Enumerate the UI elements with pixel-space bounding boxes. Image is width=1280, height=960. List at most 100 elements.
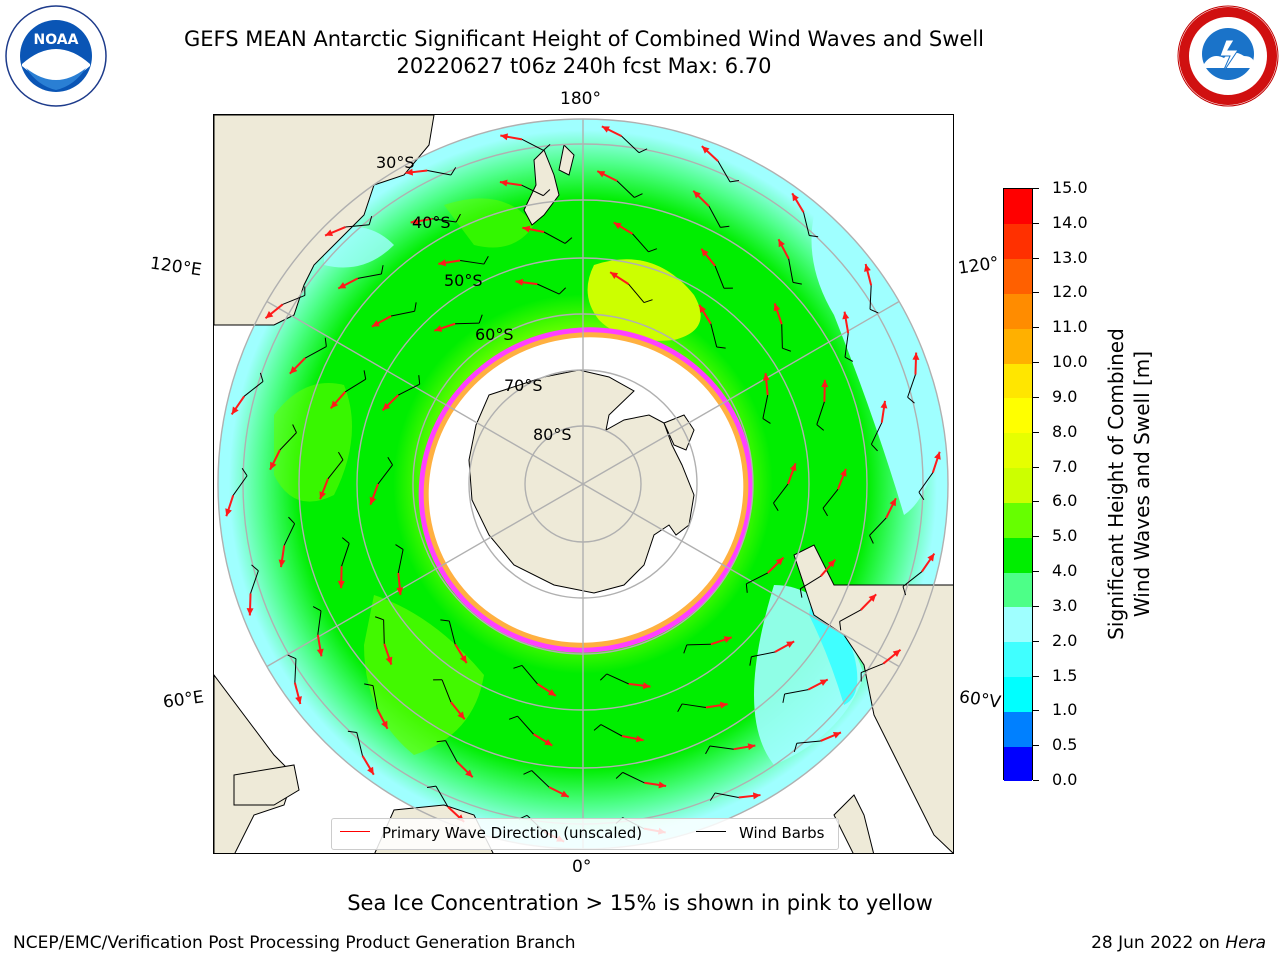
colorbar-segment [1004,223,1032,260]
wave-direction-arrowhead [927,553,935,562]
wind-barb [816,401,825,425]
wind-barb-flag [918,491,925,501]
wind-barb [746,572,768,585]
wind-barb [377,464,393,485]
wind-barb-flag [720,225,730,228]
wind-barb-flag [869,535,874,544]
wind-barb [709,745,734,750]
wave-direction-arrowhead [699,304,707,313]
wind-barb-flag [414,302,417,312]
wind-barb [531,770,550,788]
wind-barb [762,394,769,419]
wind-barb-flag [287,654,297,660]
wave-direction-arrowhead [832,732,841,739]
legend-swatch-wind [696,831,726,832]
colorbar-tick [1033,675,1039,677]
wind-barb-flag [341,537,350,544]
wind-barb [279,432,297,451]
wind-barb [517,715,534,735]
colorbar-tick [1033,780,1039,781]
wave-direction-arrowhead [610,272,619,280]
colorbar-tick [1033,222,1039,224]
wind-barb [432,218,457,223]
sea-ice-note: Sea Ice Concentration > 15% is shown in … [347,891,933,915]
wave-direction-arrowhead [719,701,728,709]
wind-barb-flag [648,248,658,253]
wind-barb-flag [508,715,518,720]
wind-barb [788,258,794,283]
australia-land [214,115,435,326]
wave-direction-arrowhead [367,766,374,775]
colorbar-tick [1033,396,1039,398]
wave-direction-arrowhead [613,222,622,230]
colorbar-tick-label: 0.5 [1052,735,1078,755]
wind-barb-flag [364,683,374,687]
wind-barb-flag [615,772,624,779]
wind-barb-flag [822,507,828,517]
wind-barb-flag [288,516,295,525]
wave-direction-arrowhead [405,168,414,176]
wind-barb [632,233,649,253]
wind-barb-flag [816,424,825,431]
wind-barb [784,689,809,695]
wind-barb [717,160,731,183]
wave-direction-arrowhead [762,373,770,381]
wind-barb [344,378,366,393]
colorbar-segment [1004,641,1032,678]
colorbar-tick-label: 0.0 [1052,770,1078,789]
wave-direction-arrowhead [547,688,556,696]
colorbar-tick-label: 1.0 [1052,700,1078,720]
footer-host: Hera [1225,933,1266,953]
wind-barb-flag [251,564,259,572]
lon-label-60w: 60°V [957,687,1002,713]
wind-barb-flag [634,193,643,198]
chart-title: GEFS MEAN Antarctic Significant Height o… [183,27,985,51]
lon-label-60e: 60°E [161,687,206,713]
wind-barb-flag [793,743,798,753]
colorbar-segment [1004,746,1032,782]
wave-direction-arrowhead [544,738,553,746]
wind-barb-flag [844,356,854,362]
wave-direction-arrowhead [465,769,473,778]
wind-barb-flag [380,265,384,275]
colorbar-title-line1: Significant Height of Combined [1104,328,1128,640]
wave-direction-arrowhead [821,379,829,388]
wind-barb [781,324,783,349]
wave-direction-arrowhead [597,171,606,178]
wind-barb [317,610,322,635]
lon-label-180: 180° [560,89,601,109]
colorbar-tick-label: 6.0 [1052,491,1078,511]
wind-barb [869,285,872,310]
wind-barb [622,771,645,784]
wind-barb-flag [809,235,819,238]
colorbar-segment [1004,432,1032,469]
colorbar-title: Significant Height of Combined Wind Wave… [1103,328,1155,640]
colorbar-tick [1033,745,1039,747]
wind-barb-flag [292,424,297,433]
wave-direction-arrowhead [789,463,797,472]
wind-barb [372,685,378,710]
south-america-land [833,794,875,853]
wind-barb [543,231,566,244]
land-masses [214,115,953,853]
wind-barb-flag [839,621,842,631]
moderate-wave-patch [274,383,352,502]
colorbar-tick [1033,362,1039,364]
colorbar-tick-label: 10.0 [1052,352,1088,372]
wave-direction-arrowhead [747,743,756,751]
wind-barb [628,283,645,303]
wind-barb [844,333,849,358]
chart-subtitle: 20220627 t06z 240h fcst Max: 6.70 [396,54,772,78]
wave-direction-arrowhead [246,608,254,616]
wave-direction-arrowhead [752,792,761,800]
madagascar-land [233,764,300,806]
colorbar-tick-label: 2.0 [1052,630,1078,650]
colorbar-tick-label: 11.0 [1052,317,1088,337]
wave-direction-arrowhead [773,303,781,312]
wave-direction-arrowhead [499,179,508,187]
footer-date: 28 Jun 2022 on Hera [1091,933,1266,953]
wave-direction-arrowhead [912,352,920,360]
wind-barb [839,609,861,622]
wind-barb [600,724,623,737]
footer-credit: NCEP/EMC/Verification Post Processing Pr… [13,933,576,953]
